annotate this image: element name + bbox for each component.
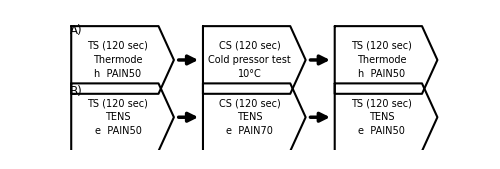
- Polygon shape: [71, 26, 174, 94]
- Polygon shape: [334, 83, 438, 151]
- Polygon shape: [71, 83, 174, 151]
- Text: TS (120 sec)
Thermode
h  PAIN50: TS (120 sec) Thermode h PAIN50: [88, 41, 148, 79]
- Text: CS (120 sec)
Cold pressor test
10°C: CS (120 sec) Cold pressor test 10°C: [208, 41, 291, 79]
- Text: TS (120 sec)
TENS
e  PAIN50: TS (120 sec) TENS e PAIN50: [351, 98, 412, 136]
- Text: A): A): [70, 24, 82, 37]
- Polygon shape: [334, 26, 438, 94]
- Polygon shape: [203, 83, 306, 151]
- Text: TS (120 sec)
Thermode
h  PAIN50: TS (120 sec) Thermode h PAIN50: [351, 41, 412, 79]
- Text: CS (120 sec)
TENS
e  PAIN70: CS (120 sec) TENS e PAIN70: [219, 98, 280, 136]
- Text: B): B): [70, 85, 82, 98]
- Polygon shape: [203, 26, 306, 94]
- Text: TS (120 sec)
TENS
e  PAIN50: TS (120 sec) TENS e PAIN50: [88, 98, 148, 136]
